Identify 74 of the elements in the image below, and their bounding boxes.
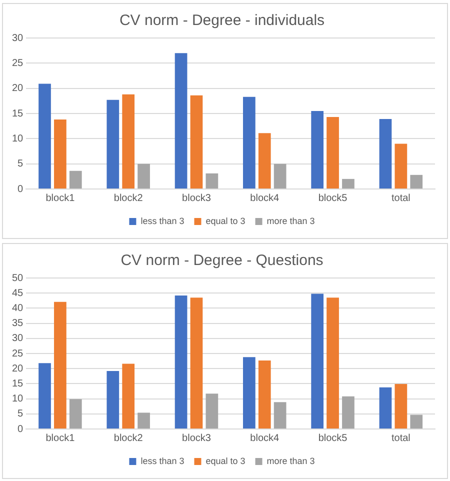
y-tick-label: 5 bbox=[18, 158, 24, 170]
bar bbox=[410, 414, 423, 428]
y-tick-label: 5 bbox=[18, 408, 24, 420]
bar bbox=[69, 399, 82, 428]
bar bbox=[379, 119, 392, 188]
x-tick-label: block2 bbox=[114, 432, 144, 444]
bar bbox=[258, 133, 271, 188]
bar bbox=[138, 164, 150, 188]
y-tick-label: 50 bbox=[12, 272, 24, 284]
bar bbox=[38, 363, 51, 428]
legend-label: equal to 3 bbox=[206, 216, 246, 226]
x-tick-label: block1 bbox=[46, 432, 76, 444]
bar bbox=[274, 402, 286, 428]
bar bbox=[122, 94, 135, 188]
bar bbox=[326, 117, 339, 188]
x-tick-label: block3 bbox=[182, 192, 212, 204]
y-tick-label: 15 bbox=[12, 108, 24, 120]
x-tick-label: block4 bbox=[250, 192, 280, 204]
y-tick-label: 15 bbox=[12, 378, 24, 390]
y-tick-label: 30 bbox=[12, 333, 24, 344]
bar bbox=[326, 298, 339, 428]
bar bbox=[311, 110, 324, 188]
bar bbox=[54, 120, 66, 188]
y-tick-label: 25 bbox=[12, 58, 24, 69]
y-tick-label: 20 bbox=[12, 363, 24, 374]
bar bbox=[190, 298, 203, 428]
bar bbox=[342, 178, 354, 188]
x-tick-label: block1 bbox=[46, 192, 76, 204]
bar bbox=[138, 412, 150, 428]
x-tick-label: total bbox=[391, 432, 410, 444]
bar bbox=[258, 360, 271, 428]
y-tick-label: 0 bbox=[18, 424, 24, 435]
bar bbox=[174, 296, 188, 428]
legend-label: equal to 3 bbox=[206, 456, 246, 466]
chart-title: CV norm - Degree - individuals bbox=[119, 12, 325, 30]
bar bbox=[379, 387, 392, 428]
bar bbox=[311, 294, 324, 428]
bar bbox=[38, 84, 51, 188]
bar bbox=[174, 53, 188, 188]
x-tick-label: block5 bbox=[318, 192, 348, 204]
legend-label: less than 3 bbox=[140, 456, 184, 466]
x-tick-label: block2 bbox=[114, 192, 144, 204]
bar bbox=[243, 357, 256, 428]
bar bbox=[122, 364, 135, 428]
bar bbox=[190, 95, 203, 188]
bar bbox=[106, 371, 120, 428]
y-tick-label: 20 bbox=[12, 83, 24, 94]
y-tick-label: 10 bbox=[12, 394, 24, 405]
bar bbox=[54, 302, 66, 428]
bar bbox=[69, 170, 82, 188]
y-tick-label: 25 bbox=[12, 348, 24, 360]
chart-title: CV norm - Degree - Questions bbox=[120, 252, 324, 270]
y-tick-label: 35 bbox=[12, 318, 24, 330]
bar bbox=[243, 96, 256, 188]
y-tick-label: 10 bbox=[12, 133, 24, 144]
bar bbox=[106, 100, 120, 188]
y-tick-label: 0 bbox=[18, 184, 24, 195]
y-tick-label: 45 bbox=[12, 288, 24, 299]
bar bbox=[342, 396, 354, 428]
bar bbox=[410, 174, 423, 188]
y-tick-label: 30 bbox=[12, 32, 24, 44]
legend-label: more than 3 bbox=[266, 456, 315, 466]
bar bbox=[206, 394, 218, 428]
bar bbox=[394, 384, 408, 428]
bar bbox=[274, 164, 286, 188]
x-tick-label: total bbox=[391, 192, 410, 204]
bar bbox=[394, 144, 408, 188]
legend-label: less than 3 bbox=[140, 216, 184, 226]
x-tick-label: block5 bbox=[318, 432, 348, 444]
y-tick-label: 40 bbox=[12, 302, 24, 314]
bar bbox=[206, 173, 218, 188]
x-tick-label: block4 bbox=[250, 432, 280, 444]
legend-label: more than 3 bbox=[266, 216, 315, 226]
x-tick-label: block3 bbox=[182, 432, 212, 444]
